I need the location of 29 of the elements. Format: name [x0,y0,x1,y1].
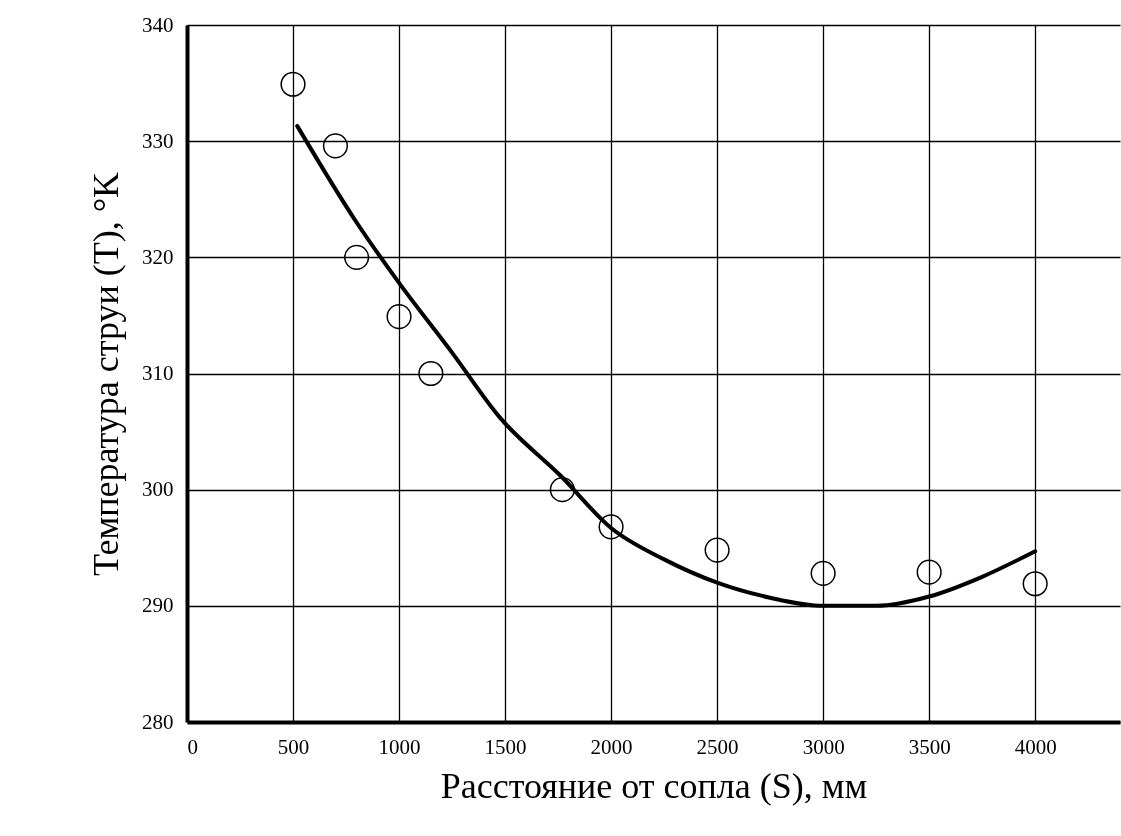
x-tick-label: 500 [277,734,310,759]
point [418,360,444,387]
y-tick-label: 280 [142,709,174,734]
x-tick-label: 3500 [908,734,951,759]
x-tick-label: 2000 [590,734,633,759]
x-axis-title: Расстояние от сопла (S), мм [440,765,868,806]
point [280,71,306,97]
x-tick-label: 1500 [484,734,527,759]
point [322,133,349,159]
point [810,560,836,586]
point [704,537,730,563]
y-tick-label: 300 [142,477,174,502]
x-tick-label: 4000 [1014,734,1057,759]
point [386,304,412,330]
y-tick-label: 320 [142,244,174,269]
point [916,559,942,585]
y-tick-label: 290 [142,593,174,618]
point [549,477,575,503]
x-tick-label: 1000 [378,734,421,759]
y-tick-label: 340 [142,12,174,37]
y-tick-label: 330 [142,128,174,153]
x-tick-label: 3000 [802,734,845,759]
point [1022,571,1048,597]
y-axis-title: Температура струи (T), °K [86,171,126,577]
y-tick-label: 310 [142,361,174,385]
x-tick-label: 2500 [696,734,739,759]
x-tick-label: 0 [187,734,198,759]
point [598,514,624,540]
point [344,244,370,270]
